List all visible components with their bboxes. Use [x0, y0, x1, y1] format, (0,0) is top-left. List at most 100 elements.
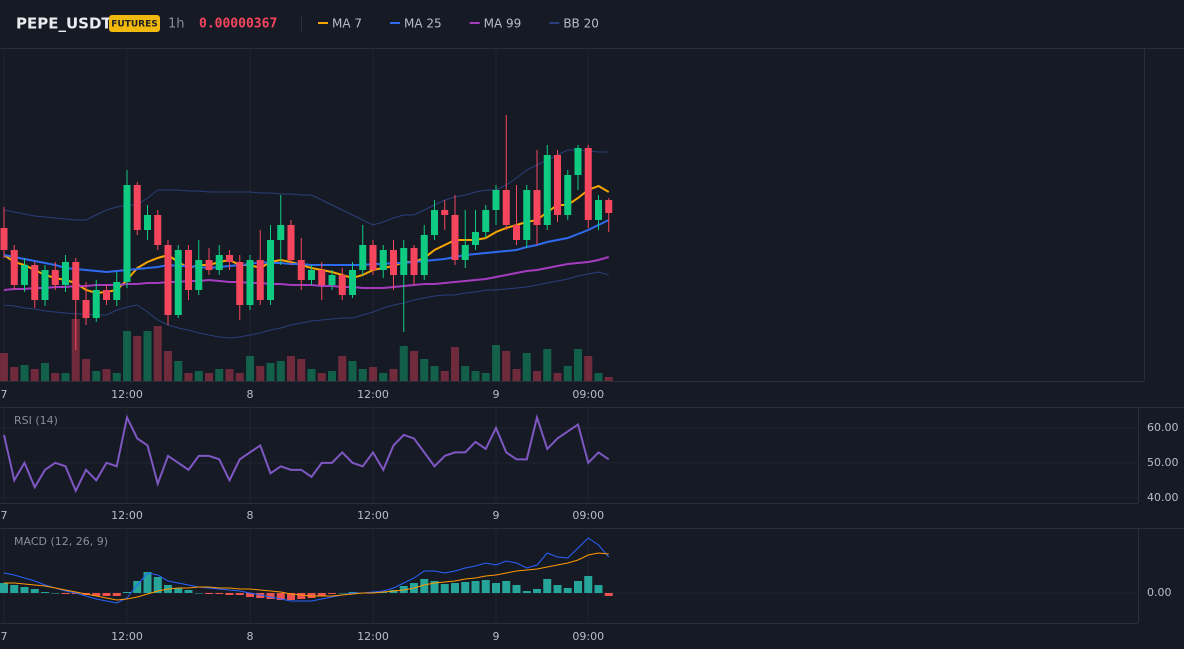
candle-body [41, 270, 49, 300]
histogram-bar [502, 581, 511, 593]
candle-body [62, 262, 69, 285]
x-tick-label: 12:00 [111, 509, 143, 522]
badge: FUTURES [111, 20, 157, 30]
histogram-bar [184, 590, 193, 593]
indicator-line [3, 219, 610, 274]
x-tick-label: 7 [1, 388, 8, 401]
volume-bar [430, 366, 439, 381]
candle-body [267, 240, 274, 300]
indicator-line [3, 413, 610, 494]
candle-body [236, 262, 244, 305]
candle-body [595, 200, 602, 220]
candle-body [174, 250, 182, 315]
volume-bar [235, 373, 244, 381]
x-tick-label: 12:00 [111, 630, 143, 643]
histogram-bar [205, 593, 213, 594]
histogram-bar [420, 579, 429, 593]
volume-bar [584, 356, 593, 381]
y-tick-label: 0.00 [1147, 586, 1172, 599]
volume-bar [266, 363, 275, 381]
volume-bar [225, 369, 234, 381]
candle-body [308, 270, 315, 280]
x-tick-label: 12:00 [111, 388, 143, 401]
histogram-bar [533, 589, 541, 593]
x-tick-label: 9 [493, 509, 500, 522]
histogram-bar [461, 582, 470, 593]
y-tick-label: 40.00 [1147, 491, 1179, 504]
histogram-bar [112, 593, 121, 596]
volume-bar [471, 371, 480, 381]
candle-body [605, 200, 613, 213]
candle-body [584, 148, 592, 220]
histogram-bar [225, 593, 234, 595]
candle-body [103, 290, 110, 300]
histogram-bar [471, 581, 480, 593]
volume-bar [317, 373, 326, 381]
volume-bar [512, 369, 521, 381]
histogram-bar [143, 572, 152, 593]
candle-body [379, 250, 387, 270]
histogram-bar [328, 593, 336, 594]
candle-body [144, 215, 151, 230]
histogram-bar [430, 581, 439, 593]
indicator-line [3, 537, 610, 604]
x-tick-label: 9 [493, 630, 500, 643]
candle-body [256, 260, 264, 300]
candle-body [205, 260, 213, 270]
volume-bar [297, 359, 306, 381]
volume-bar [10, 367, 19, 381]
candle-body [441, 210, 449, 215]
macd-title: MACD (12, 26, 9) [14, 535, 108, 548]
candle-body [154, 215, 162, 245]
volume-bar [215, 369, 224, 381]
histogram-bar [543, 579, 552, 593]
volume-bar [82, 359, 90, 381]
y-tick-label: 60.00 [1147, 421, 1179, 434]
candle-body [328, 275, 336, 285]
histogram-bar [492, 583, 500, 593]
candle-body [72, 262, 80, 300]
candle-body [185, 250, 192, 290]
histogram-bar [481, 580, 490, 593]
volume-bar [481, 373, 490, 381]
candle-body [492, 190, 500, 210]
histogram-bar [123, 592, 131, 593]
candle-body [533, 190, 541, 225]
volume-bar [533, 371, 541, 381]
legend-label: MA 99 [484, 17, 522, 31]
legend-label: MA 7 [332, 17, 362, 31]
x-tick-label: 7 [1, 630, 8, 643]
indicator-line [4, 552, 609, 601]
histogram-bar [287, 593, 295, 600]
candle-body [164, 245, 172, 315]
volume-bar [51, 373, 60, 381]
candle-body [369, 245, 377, 270]
histogram-bar [451, 583, 459, 593]
x-tick-label: 8 [247, 630, 254, 643]
candle-body [10, 250, 18, 285]
volume-bar [92, 371, 101, 381]
volume-bar [41, 363, 49, 381]
volume-bar [440, 371, 449, 381]
candle-body [92, 290, 100, 318]
volume-bar [287, 356, 295, 381]
candle-body [51, 270, 59, 285]
candle-body [431, 210, 438, 235]
x-tick-label: 8 [247, 388, 254, 401]
x-tick-label: 09:00 [572, 630, 604, 643]
histogram-bar [563, 588, 572, 593]
symbol[interactable]: PEPE_USDT [16, 15, 112, 33]
interval[interactable]: 1h [168, 17, 185, 32]
histogram-bar [133, 581, 142, 593]
volume-bar [594, 373, 603, 381]
volume-bar [553, 373, 562, 381]
x-tick-label: 09:00 [572, 388, 604, 401]
candle-body [21, 265, 28, 285]
histogram-bar [0, 583, 8, 593]
candle-body [297, 260, 305, 280]
volume-bar [30, 369, 39, 381]
volume-bar [174, 361, 183, 381]
volume-bar [256, 366, 265, 381]
histogram-bar [512, 585, 521, 593]
